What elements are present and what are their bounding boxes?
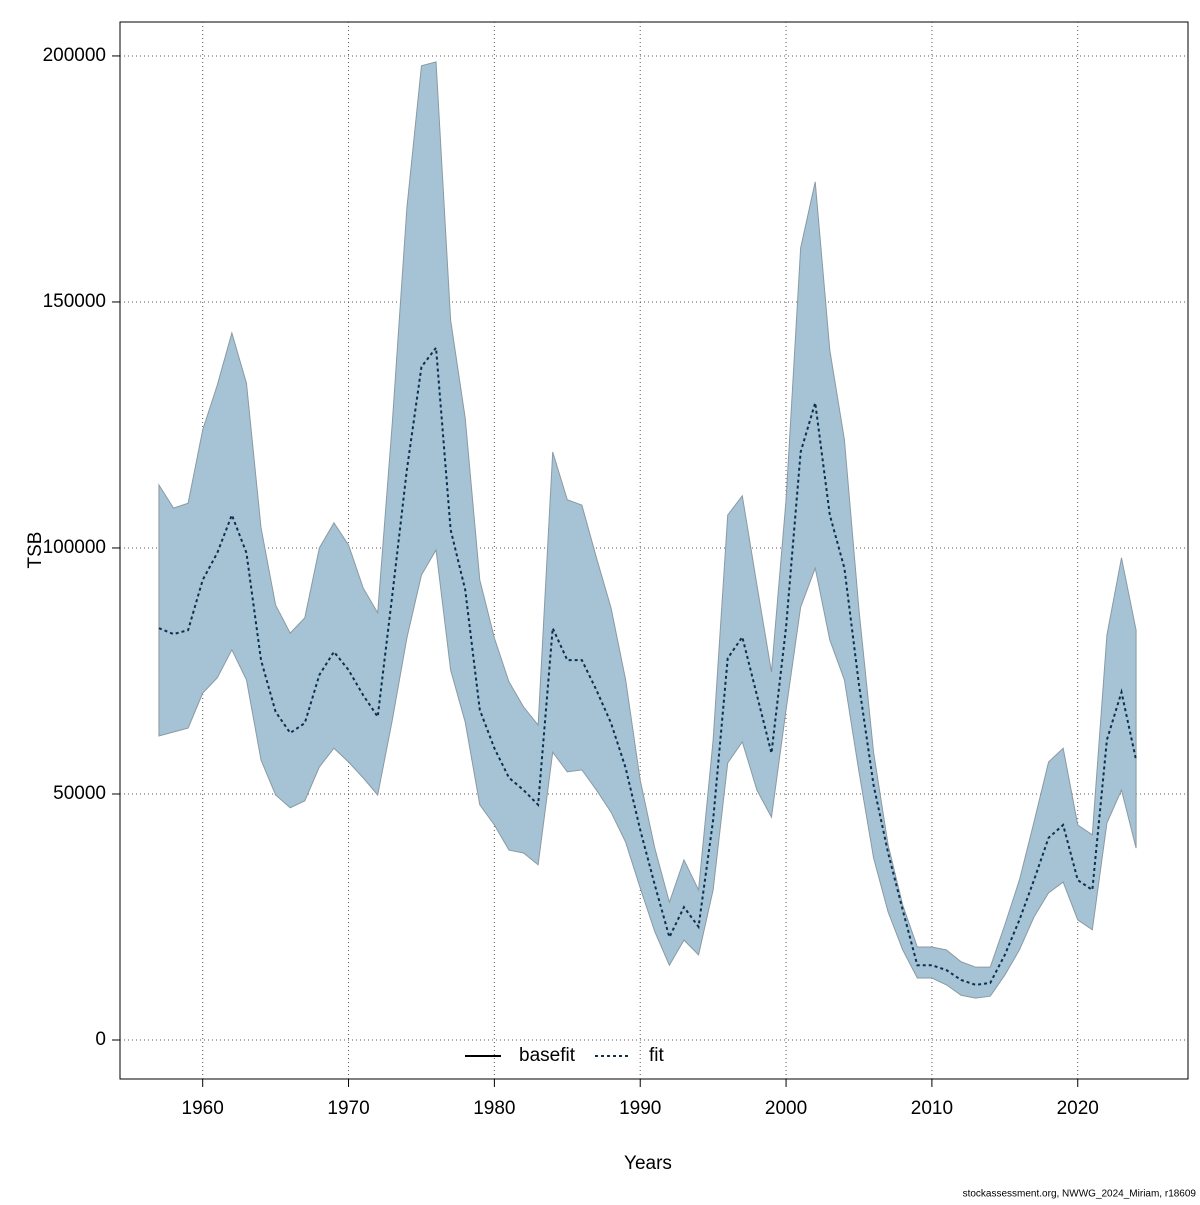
y-tick-label: 50000	[53, 783, 106, 804]
series-line	[158, 345, 1138, 986]
y-tick-label: 100000	[43, 537, 106, 558]
x-axis-label: Years	[624, 1153, 672, 1174]
y-tick-label: 200000	[43, 45, 106, 66]
confidence-band	[158, 61, 1137, 999]
y-tick-label: 0	[95, 1029, 106, 1050]
y-tick-label: 150000	[43, 291, 106, 312]
legend-label: fit	[649, 1045, 665, 1066]
x-tick-label: 1960	[182, 1098, 224, 1119]
plot-frame	[119, 21, 1189, 1080]
x-tick-label: 1990	[619, 1098, 661, 1119]
x-tick-label: 2010	[911, 1098, 953, 1119]
y-axis-label: TSB	[25, 532, 46, 569]
x-tick-label: 1970	[327, 1098, 369, 1119]
x-tick-label: 2020	[1057, 1098, 1099, 1119]
footnote: stockassessment.org, NWWG_2024_Miriam, r…	[963, 1189, 1197, 1200]
legend-label: basefit	[519, 1045, 576, 1066]
x-tick-label: 2000	[765, 1098, 807, 1119]
x-tick-label: 1980	[473, 1098, 515, 1119]
